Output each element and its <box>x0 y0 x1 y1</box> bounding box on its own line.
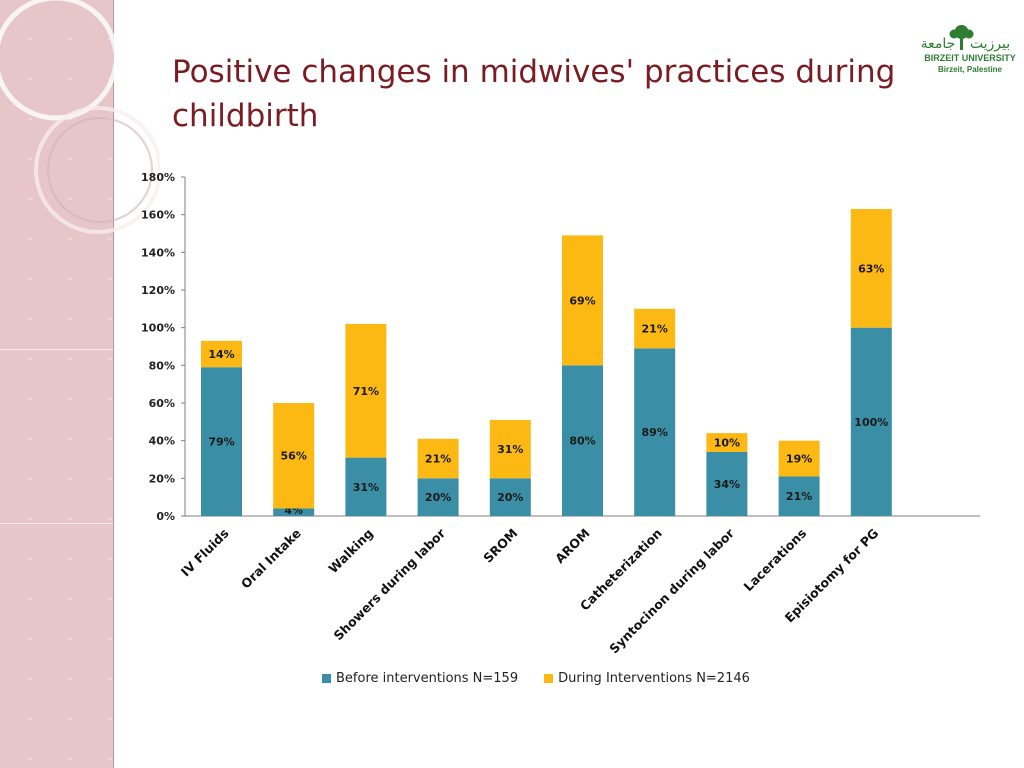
stacked-bar-chart: 0% 20% 40% 60% 80% 100% 120% 140% 160% 180% 79% 14%… <box>141 171 980 656</box>
data-label-before: 20% <box>425 491 451 504</box>
logo-university-name: BIRZEIT UNIVERSITY <box>924 53 1016 63</box>
decorative-rings <box>0 0 160 234</box>
x-tick-label: Syntocinon during labor <box>606 525 737 656</box>
data-label-before: 34% <box>714 478 740 491</box>
legend-swatch-before <box>322 673 331 683</box>
bar-during <box>850 209 892 328</box>
data-label-during: 31% <box>497 443 523 456</box>
data-label-before: 89% <box>642 426 668 439</box>
data-label-during: 63% <box>858 262 884 275</box>
bar-during <box>562 235 603 366</box>
y-tick-label: 0% <box>156 510 175 523</box>
y-tick-label: 40% <box>149 435 175 448</box>
bar-during <box>273 403 315 509</box>
bar-during <box>634 308 676 349</box>
y-tick-label: 60% <box>149 397 175 410</box>
data-label-during: 56% <box>281 450 307 463</box>
data-label-during: 19% <box>786 453 812 466</box>
logo-arabic-right: بيرزيت <box>970 36 1010 52</box>
tree-icon <box>949 25 974 50</box>
bar-during <box>778 440 820 477</box>
bar-before <box>634 348 676 516</box>
y-tick-label: 180% <box>141 171 175 184</box>
data-label-before: 80% <box>569 435 595 448</box>
y-tick-label: 100% <box>141 322 175 335</box>
data-label-during: 14% <box>208 348 234 361</box>
bar-before <box>706 451 748 516</box>
bar-before <box>562 365 603 516</box>
x-tick-label: IV Fluids <box>178 526 232 580</box>
logo-location: Birzeit, Palestine <box>937 65 1003 74</box>
bar-before <box>417 478 459 516</box>
data-label-before: 21% <box>786 490 812 503</box>
data-label-before: 20% <box>497 491 523 504</box>
bar-before <box>273 508 315 516</box>
bar-during <box>201 340 242 368</box>
bar-before <box>489 478 531 516</box>
bar-before <box>201 367 242 516</box>
y-tick-label: 80% <box>149 359 175 372</box>
y-tick-label: 160% <box>141 209 175 222</box>
bar-during <box>417 438 459 479</box>
bar-before <box>778 476 820 516</box>
y-tick-label: 140% <box>141 246 175 259</box>
legend-swatch-during <box>544 673 554 683</box>
legend-label-before: Before interventions N=159 <box>336 670 519 686</box>
x-tick-label: AROM <box>552 526 593 567</box>
x-tick-label: Lacerations <box>741 526 810 595</box>
data-label-during: 21% <box>642 323 668 336</box>
data-label-during: 10% <box>714 437 740 450</box>
data-label-before: 79% <box>208 436 234 449</box>
y-tick-label: 120% <box>141 284 175 297</box>
x-tick-label: Walking <box>325 526 376 577</box>
slide-title: Positive changes in midwives' practices … <box>172 54 896 134</box>
y-tick-label: 20% <box>149 472 175 485</box>
x-tick-label: SROM <box>480 526 520 566</box>
legend-item-before: Before interventions N=159 <box>322 671 518 686</box>
chart-legend: Before interventions N=159 During Interv… <box>322 668 750 688</box>
data-label-before: 31% <box>353 481 379 494</box>
data-label-during: 69% <box>569 294 595 307</box>
bar-during <box>706 433 748 452</box>
decorative-sidebar <box>0 0 114 768</box>
bar-during <box>345 323 387 458</box>
bar-before <box>345 457 387 516</box>
data-label-during: 71% <box>353 385 379 398</box>
legend-item-during: During Interventions N=2146 <box>544 671 750 686</box>
legend-label-during: During Interventions N=2146 <box>558 670 750 686</box>
bar-during <box>489 419 531 479</box>
bar-before <box>850 327 892 516</box>
sidebar-divider <box>0 349 113 350</box>
sidebar-divider <box>0 523 113 524</box>
birzeit-university-logo: جامعة بيرزيت <box>921 25 1010 52</box>
logo-arabic-left: جامعة <box>921 36 956 52</box>
data-label-before: 100% <box>854 416 888 429</box>
data-label-during: 21% <box>425 453 451 466</box>
x-tick-label: Oral Intake <box>238 526 304 592</box>
